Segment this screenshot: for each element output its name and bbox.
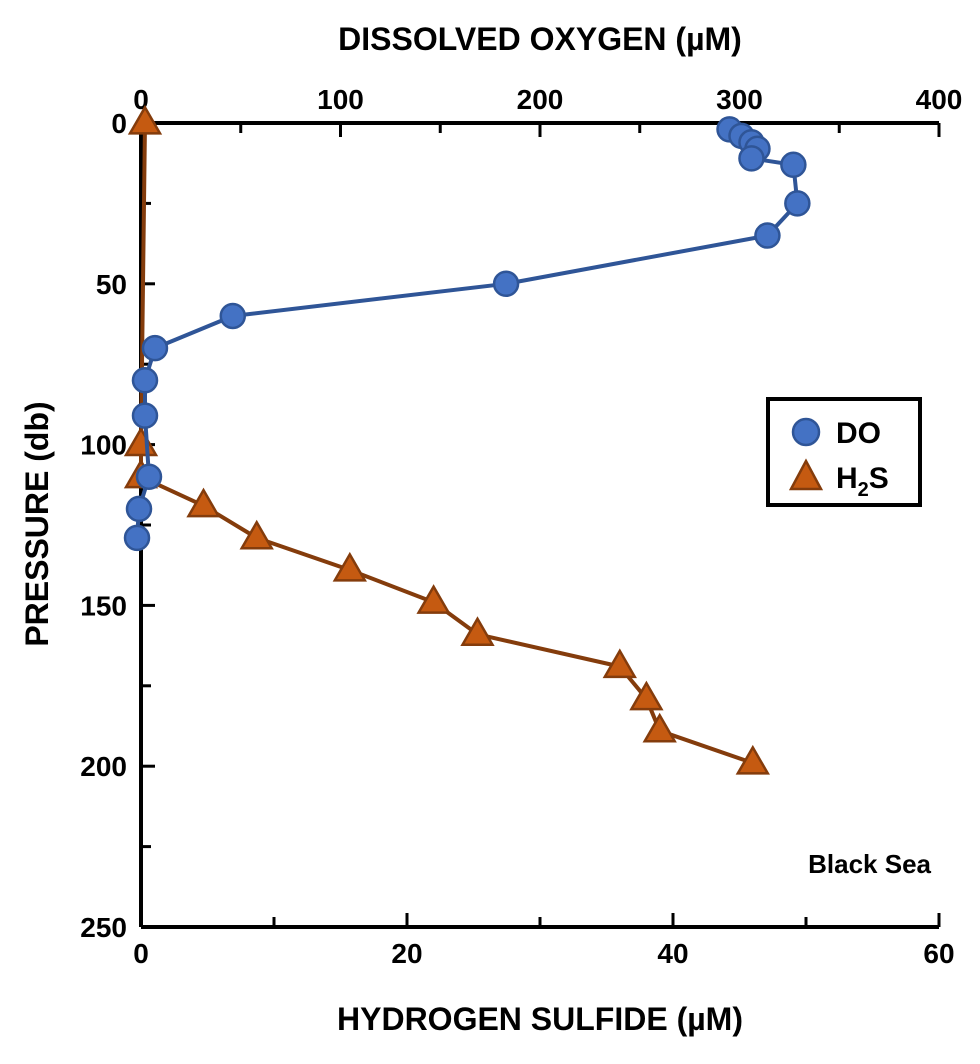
y-tick-label: 100	[80, 430, 127, 461]
x-bottom-tick-label: 20	[391, 938, 422, 969]
y-tick-label: 0	[111, 108, 127, 139]
h2s-series-line	[139, 122, 754, 765]
do-data-point	[141, 334, 169, 362]
x-bottom-tick-label: 40	[657, 938, 688, 969]
h2s-data-point	[460, 616, 495, 646]
do-data-point	[219, 302, 247, 330]
h2s-data-point	[127, 104, 163, 135]
h2s-data-point	[642, 712, 677, 743]
y-tick-label: 250	[80, 912, 127, 943]
h2s-data-point	[602, 648, 637, 679]
x-top-tick-label: 400	[916, 84, 963, 115]
location-annotation: Black Sea	[808, 849, 931, 879]
legend: DO H2S	[766, 397, 922, 507]
x-top-tick-label: 200	[517, 84, 564, 115]
legend-h2s-label: H2S	[836, 462, 889, 501]
h2s-data-point	[332, 551, 367, 582]
legend-h2s-marker	[788, 458, 824, 491]
series-layer	[123, 104, 811, 775]
x-bottom-tick-label: 0	[133, 938, 149, 969]
h2s-data-point	[735, 744, 770, 775]
y-tick-label: 50	[96, 269, 127, 300]
do-data-point	[784, 190, 811, 217]
do-data-point	[135, 463, 163, 491]
y-axis-title: PRESSURE (db)	[19, 401, 55, 646]
h2s-data-point	[123, 426, 159, 457]
x-axis-top-title: DISSOLVED OXYGEN (µM)	[338, 21, 742, 57]
h2s-data-point	[239, 519, 274, 550]
h2s-data-point	[186, 487, 221, 518]
legend-do-label: DO	[836, 417, 881, 450]
do-data-point	[131, 402, 159, 429]
x-bottom-tick-label: 60	[923, 938, 954, 969]
do-data-point	[492, 270, 520, 298]
x-top-tick-label: 100	[317, 84, 364, 115]
do-data-point	[754, 222, 781, 249]
do-series-line	[135, 127, 800, 539]
legend-do-marker	[791, 417, 821, 447]
y-tick-label: 200	[80, 751, 127, 782]
h2s-data-point	[416, 584, 451, 614]
do-data-point	[123, 524, 151, 552]
y-tick-label: 150	[80, 590, 127, 621]
x-axis-bottom-title: HYDROGEN SULFIDE (µM)	[337, 1001, 743, 1037]
do-data-point	[131, 367, 159, 394]
x-top-tick-label: 300	[716, 84, 763, 115]
do-data-point	[780, 151, 807, 179]
do-data-point	[738, 145, 765, 172]
h2s-data-point	[629, 680, 664, 711]
do-data-point	[125, 495, 153, 523]
